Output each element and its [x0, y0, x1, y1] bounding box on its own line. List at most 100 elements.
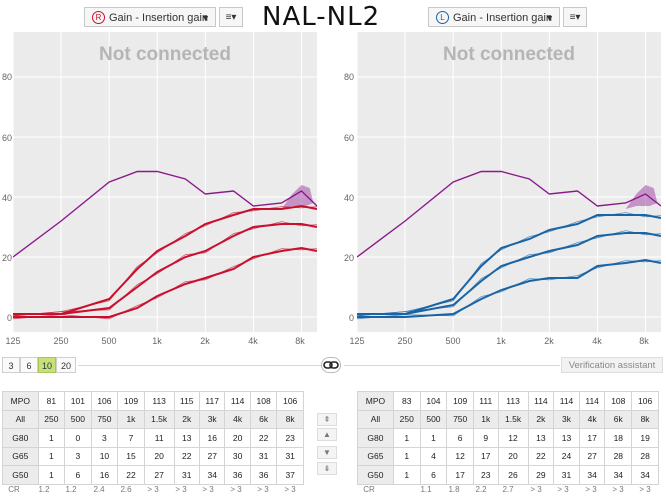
gain-cell[interactable]: 20 — [497, 446, 529, 466]
g80-label[interactable]: G80 — [357, 428, 394, 448]
freq-header[interactable]: 8k — [631, 409, 659, 429]
gain-cell[interactable]: 1 — [37, 428, 66, 448]
gain-cell[interactable]: 4 — [419, 446, 448, 466]
gain-cell[interactable]: 22 — [527, 446, 555, 466]
freq-header[interactable]: 750 — [446, 409, 475, 429]
mpo-cell[interactable]: 115 — [173, 391, 200, 411]
gain-cell[interactable]: 27 — [578, 446, 606, 466]
mpo-cell[interactable]: 81 — [37, 391, 66, 411]
gain-cell[interactable]: 0 — [64, 428, 92, 448]
gain-cell[interactable]: 6 — [419, 465, 448, 485]
all-header[interactable]: All — [357, 409, 394, 429]
gain-cell[interactable]: 27 — [143, 465, 175, 485]
gain-cell[interactable]: 3 — [64, 446, 92, 466]
gain-cell[interactable]: 31 — [173, 465, 200, 485]
mpo-cell[interactable]: 106 — [631, 391, 659, 411]
gain-cell[interactable]: 34 — [578, 465, 606, 485]
all-header[interactable]: All — [2, 409, 39, 429]
mpo-cell[interactable]: 114 — [224, 391, 251, 411]
level-chip-6[interactable]: 6 — [20, 357, 38, 373]
gain-cell[interactable]: 34 — [604, 465, 633, 485]
mpo-cell[interactable]: 108 — [249, 391, 278, 411]
gain-cell[interactable]: 28 — [631, 446, 659, 466]
gain-cell[interactable]: 34 — [198, 465, 226, 485]
freq-header[interactable]: 250 — [392, 409, 421, 429]
mpo-cell[interactable]: 113 — [497, 391, 529, 411]
mpo-cell[interactable]: 106 — [276, 391, 304, 411]
gain-cell[interactable]: 1 — [392, 428, 421, 448]
gain-cell[interactable]: 3 — [90, 428, 119, 448]
right-menu-button[interactable]: ≡▾ — [219, 7, 243, 27]
gain-cell[interactable]: 13 — [527, 428, 555, 448]
g65-label[interactable]: G65 — [357, 446, 394, 466]
gain-cell[interactable]: 6 — [446, 428, 475, 448]
gain-cell[interactable]: 29 — [527, 465, 555, 485]
gain-cell[interactable]: 36 — [249, 465, 278, 485]
mpo-cell[interactable]: 117 — [198, 391, 226, 411]
gain-cell[interactable]: 36 — [224, 465, 251, 485]
gain-cell[interactable]: 1 — [419, 428, 448, 448]
level-chip-3[interactable]: 3 — [2, 357, 20, 373]
freq-header[interactable]: 4k — [578, 409, 606, 429]
gain-cell[interactable]: 20 — [143, 446, 175, 466]
freq-header[interactable]: 1.5k — [143, 409, 175, 429]
gain-cell[interactable]: 12 — [497, 428, 529, 448]
freq-header[interactable]: 3k — [553, 409, 580, 429]
gain-cell[interactable]: 1 — [392, 446, 421, 466]
gain-cell[interactable]: 20 — [224, 428, 251, 448]
gain-cell[interactable]: 27 — [198, 446, 226, 466]
level-chip-20[interactable]: 20 — [56, 357, 76, 373]
freq-header[interactable]: 500 — [419, 409, 448, 429]
gain-cell[interactable]: 17 — [473, 446, 499, 466]
left-gain-dropdown[interactable]: L Gain - Insertion gain ▼ — [428, 7, 560, 27]
freq-header[interactable]: 3k — [198, 409, 226, 429]
level-chip-10[interactable]: 10 — [38, 357, 56, 373]
mpo-cell[interactable]: 104 — [419, 391, 448, 411]
gain-cell[interactable]: 6 — [64, 465, 92, 485]
g50-label[interactable]: G50 — [357, 465, 394, 485]
mpo-cell[interactable]: 114 — [527, 391, 555, 411]
g65-label[interactable]: G65 — [2, 446, 39, 466]
freq-header[interactable]: 500 — [64, 409, 92, 429]
freq-header[interactable]: 2k — [173, 409, 200, 429]
gain-cell[interactable]: 16 — [90, 465, 119, 485]
gain-cell[interactable]: 19 — [631, 428, 659, 448]
gain-cell[interactable]: 17 — [446, 465, 475, 485]
step-up-button[interactable]: ▲ — [317, 428, 337, 441]
gain-cell[interactable]: 7 — [117, 428, 145, 448]
gain-cell[interactable]: 17 — [578, 428, 606, 448]
freq-header[interactable]: 250 — [37, 409, 66, 429]
gain-cell[interactable]: 12 — [446, 446, 475, 466]
gain-cell[interactable]: 9 — [473, 428, 499, 448]
page-up-button[interactable]: ⇞ — [317, 413, 337, 426]
gain-cell[interactable]: 1 — [392, 465, 421, 485]
step-down-button[interactable]: ▼ — [317, 446, 337, 459]
mpo-cell[interactable]: 114 — [553, 391, 580, 411]
mpo-cell[interactable]: 111 — [473, 391, 499, 411]
freq-header[interactable]: 1k — [117, 409, 145, 429]
gain-cell[interactable]: 28 — [604, 446, 633, 466]
freq-header[interactable]: 1k — [473, 409, 499, 429]
gain-cell[interactable]: 31 — [276, 446, 304, 466]
gain-cell[interactable]: 1 — [37, 465, 66, 485]
mpo-cell[interactable]: 108 — [604, 391, 633, 411]
gain-cell[interactable]: 13 — [173, 428, 200, 448]
gain-cell[interactable]: 16 — [198, 428, 226, 448]
link-ears-button[interactable] — [321, 357, 341, 373]
gain-cell[interactable]: 26 — [497, 465, 529, 485]
gain-cell[interactable]: 1 — [37, 446, 66, 466]
gain-cell[interactable]: 22 — [249, 428, 278, 448]
gain-cell[interactable]: 11 — [143, 428, 175, 448]
freq-header[interactable]: 750 — [90, 409, 119, 429]
page-down-button[interactable]: ⇟ — [317, 462, 337, 475]
freq-header[interactable]: 2k — [527, 409, 555, 429]
right-gain-dropdown[interactable]: R Gain - Insertion gain ▼ — [84, 7, 216, 27]
freq-header[interactable]: 1.5k — [497, 409, 529, 429]
gain-cell[interactable]: 18 — [604, 428, 633, 448]
mpo-cell[interactable]: 101 — [64, 391, 92, 411]
gain-cell[interactable]: 22 — [173, 446, 200, 466]
g50-label[interactable]: G50 — [2, 465, 39, 485]
gain-cell[interactable]: 30 — [224, 446, 251, 466]
mpo-cell[interactable]: 106 — [90, 391, 119, 411]
gain-cell[interactable]: 22 — [117, 465, 145, 485]
